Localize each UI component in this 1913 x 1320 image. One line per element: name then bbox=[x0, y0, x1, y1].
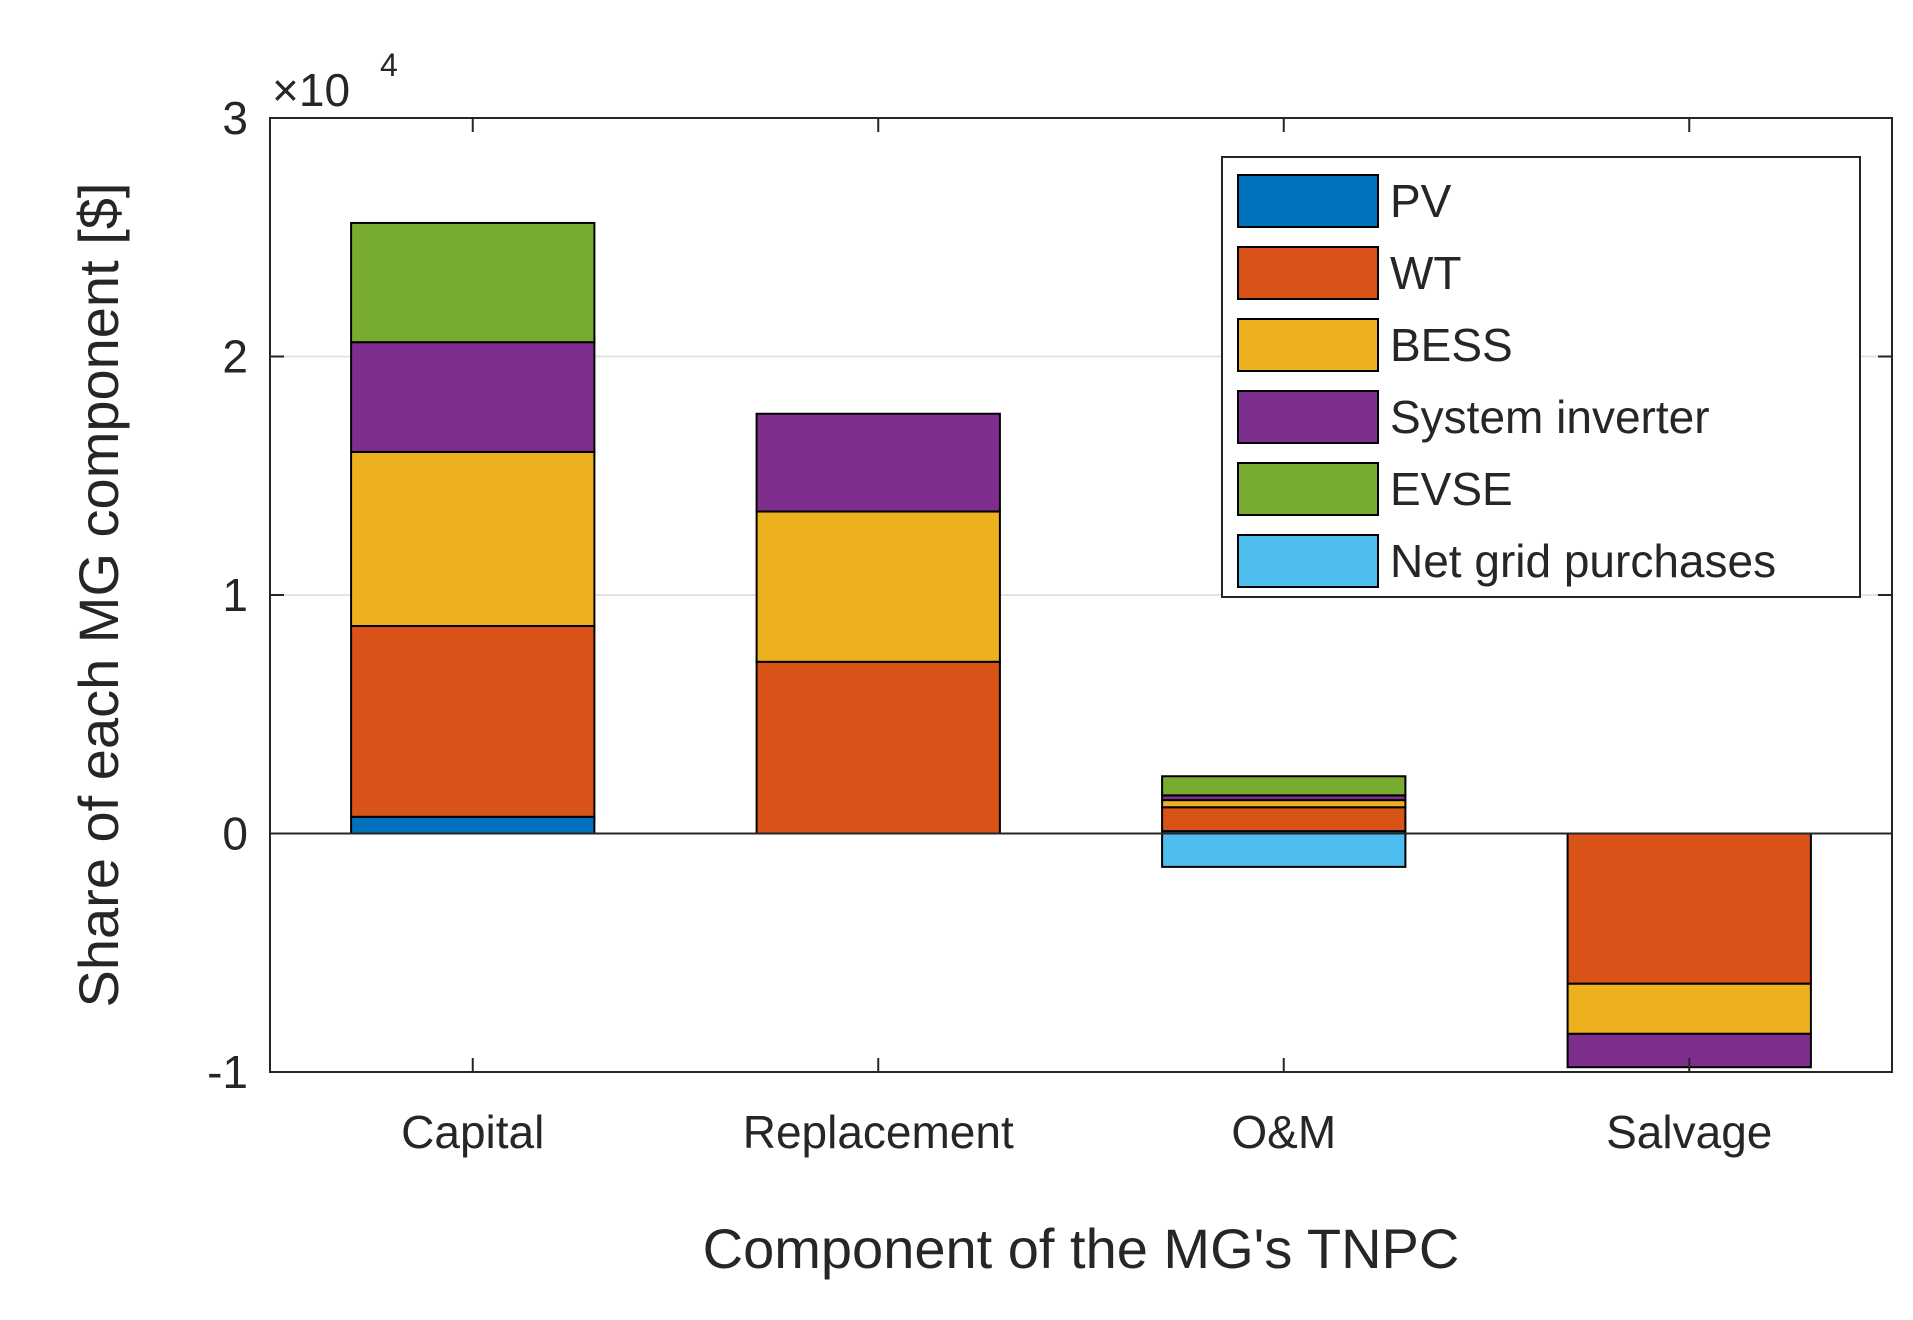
legend-label: BESS bbox=[1390, 319, 1513, 371]
bar-segment bbox=[1161, 799, 1407, 809]
legend-label: EVSE bbox=[1390, 463, 1513, 515]
legend-box bbox=[1221, 156, 1861, 598]
legend: PV WT BESS System inverter EVSE Net grid purc… bbox=[1221, 156, 1861, 598]
bar-segment bbox=[1161, 775, 1407, 797]
x-tick-label: O&M bbox=[1231, 1106, 1336, 1158]
bar-segment bbox=[755, 660, 1001, 835]
y-tick-label: 2 bbox=[222, 331, 248, 383]
bar-segment bbox=[1566, 982, 1812, 1035]
legend-swatch bbox=[1237, 390, 1379, 444]
legend-label: WT bbox=[1390, 247, 1462, 299]
bar-segment bbox=[350, 625, 596, 818]
y-axis-exponent-base: ×10 bbox=[272, 64, 350, 116]
bar-segment bbox=[1566, 832, 1812, 985]
bars bbox=[350, 221, 1812, 1069]
x-tick-label: Salvage bbox=[1606, 1106, 1772, 1158]
bar-segment bbox=[350, 450, 596, 628]
legend-label: Net grid purchases bbox=[1390, 535, 1776, 587]
legend-swatch bbox=[1237, 318, 1379, 372]
x-axis-title: Component of the MG's TNPC bbox=[703, 1217, 1460, 1280]
legend-swatch bbox=[1237, 462, 1379, 516]
y-tick-label: -1 bbox=[207, 1046, 248, 1098]
legend-label: PV bbox=[1390, 175, 1452, 227]
bar-segment bbox=[755, 510, 1001, 663]
y-tick-label: 3 bbox=[222, 92, 248, 144]
bar-segment bbox=[1161, 806, 1407, 833]
axis-ticks: -1 0 1 2 3 Capital Replacement O&M Salvage bbox=[207, 92, 1892, 1158]
legend-swatch bbox=[1237, 534, 1379, 588]
y-axis-title: Share of each MG component [$] bbox=[67, 183, 130, 1008]
bar-segment bbox=[350, 815, 596, 835]
bar-segment bbox=[755, 412, 1001, 513]
y-tick-label: 1 bbox=[222, 569, 248, 621]
bar-segment bbox=[350, 341, 596, 453]
bar-segment bbox=[350, 221, 596, 344]
x-tick-label: Capital bbox=[401, 1106, 544, 1158]
legend-label: System inverter bbox=[1390, 391, 1710, 443]
bar-segment bbox=[1161, 832, 1407, 868]
legend-swatch bbox=[1237, 174, 1379, 228]
y-axis-exponent-power: 4 bbox=[380, 47, 398, 83]
x-tick-label: Replacement bbox=[743, 1106, 1014, 1158]
y-tick-label: 0 bbox=[222, 808, 248, 860]
legend-swatch bbox=[1237, 246, 1379, 300]
